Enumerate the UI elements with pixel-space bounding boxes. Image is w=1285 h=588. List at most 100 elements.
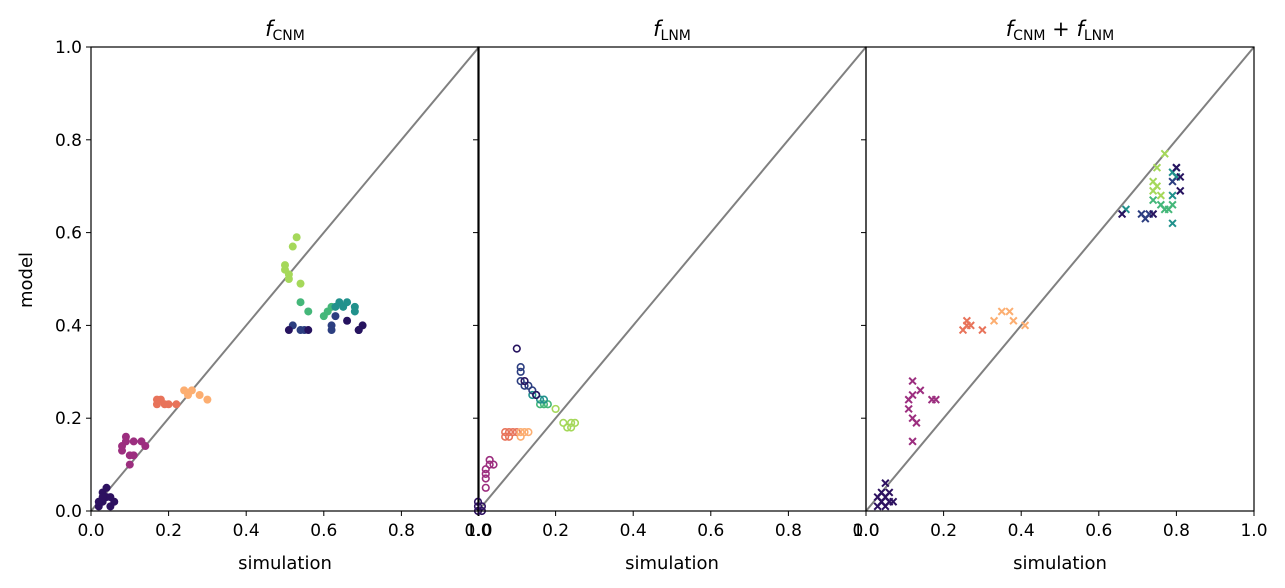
data-point <box>1020 321 1030 330</box>
data-point <box>481 474 490 483</box>
data-point <box>978 325 987 335</box>
data-point <box>172 400 181 409</box>
data-point <box>481 483 490 492</box>
data-point <box>327 321 336 330</box>
series-group-1 <box>473 497 486 516</box>
panel-3: 0.0 0.2 0.4 0.6 0.8 1.0 simulation fCNM + fLNM <box>852 17 1267 574</box>
series-group-3 <box>958 316 987 335</box>
axes-frame <box>865 46 1255 512</box>
data-point <box>121 432 130 441</box>
panel-title: fCNM + fLNM <box>1006 17 1114 44</box>
x-axis-label: simulation <box>238 553 332 574</box>
data-point <box>570 418 580 427</box>
data-point <box>118 446 127 455</box>
data-point <box>141 442 150 451</box>
data-point <box>504 432 514 441</box>
data-point <box>331 312 340 321</box>
data-point <box>516 376 525 386</box>
panel-1: 0.0 0.2 0.4 0.6 0.8 1.00.00.20.40.60.81.0simu… <box>55 17 493 574</box>
x-tick-label: 1.0 <box>465 521 492 541</box>
data-point <box>1168 191 1177 200</box>
data-point <box>501 432 510 441</box>
x-axis-label: simulation <box>625 553 719 574</box>
y-tick-label: 0.4 <box>55 316 82 336</box>
data-point <box>284 326 293 335</box>
x-tick-label: 0.8 <box>388 521 415 541</box>
axes-frame <box>90 46 480 512</box>
data-point <box>481 465 490 474</box>
y-axis-label: model <box>16 252 37 308</box>
data-point <box>567 423 576 432</box>
series-group-2 <box>904 376 940 446</box>
data-point <box>908 414 917 423</box>
data-point <box>1149 196 1158 205</box>
x-tick-label: 0.6 <box>310 521 337 541</box>
data-point <box>195 391 204 399</box>
data-point <box>184 391 192 399</box>
data-point <box>908 390 917 400</box>
data-point <box>1149 209 1158 219</box>
data-point <box>485 455 494 465</box>
data-point <box>485 460 494 469</box>
data-point <box>885 488 894 497</box>
data-point <box>904 404 913 414</box>
data-point <box>889 497 898 506</box>
x-tick-label: 1.0 <box>1240 521 1267 541</box>
data-point <box>1149 186 1158 195</box>
x-tick-label: 0.6 <box>1085 521 1112 541</box>
series-group-2 <box>481 455 498 492</box>
x-tick-label: 0.2 <box>930 521 957 541</box>
data-point <box>520 376 529 386</box>
data-point <box>1005 307 1014 316</box>
data-point <box>501 428 510 437</box>
data-point <box>296 298 305 307</box>
data-point <box>1009 316 1018 325</box>
series-group-1 <box>94 483 119 511</box>
data-point <box>559 418 568 427</box>
data-point <box>125 460 134 469</box>
data-point <box>1168 177 1177 186</box>
x-tick-label: 0.2 <box>542 521 569 541</box>
series-group-5 <box>1149 149 1169 200</box>
data-point <box>160 400 169 409</box>
x-tick-label: 0.0 <box>464 521 491 541</box>
data-point <box>129 451 138 460</box>
x-tick-label: 0.0 <box>852 521 879 541</box>
data-point <box>916 386 925 395</box>
series-group-6 <box>1149 196 1177 214</box>
x-tick-label: 0.2 <box>155 521 182 541</box>
data-point <box>284 275 293 283</box>
series-group-7 <box>331 298 359 316</box>
x-tick-label: 0.6 <box>697 521 724 541</box>
data-point <box>551 404 560 414</box>
series-group-9 <box>1117 163 1185 219</box>
data-point <box>354 326 363 335</box>
data-point <box>1168 200 1177 209</box>
data-point <box>1160 149 1169 158</box>
panels: 0.0 0.2 0.4 0.6 0.8 1.00.00.20.40.60.81.0simu… <box>55 17 1268 574</box>
data-point <box>296 279 305 288</box>
data-point <box>1176 186 1185 195</box>
series-group-3 <box>152 395 181 409</box>
data-point <box>535 395 545 404</box>
y-tick-label: 1.0 <box>55 38 82 58</box>
series-group-2 <box>118 432 150 469</box>
data-point <box>281 261 289 270</box>
data-point <box>516 428 525 437</box>
data-point <box>129 437 138 446</box>
data-point <box>1117 209 1127 219</box>
panel-title: fCNM <box>265 17 305 44</box>
data-point <box>512 428 521 437</box>
data-point <box>288 242 297 251</box>
data-point <box>508 428 518 437</box>
series-group-4 <box>516 428 533 441</box>
data-point <box>516 363 525 372</box>
data-point <box>1156 191 1165 200</box>
data-point <box>343 298 352 307</box>
data-point <box>520 381 529 390</box>
data-point <box>516 432 525 441</box>
x-tick-label: 0.4 <box>233 521 260 541</box>
data-point <box>524 381 533 390</box>
x-tick-label: 0.0 <box>77 521 104 541</box>
data-point <box>516 367 525 376</box>
